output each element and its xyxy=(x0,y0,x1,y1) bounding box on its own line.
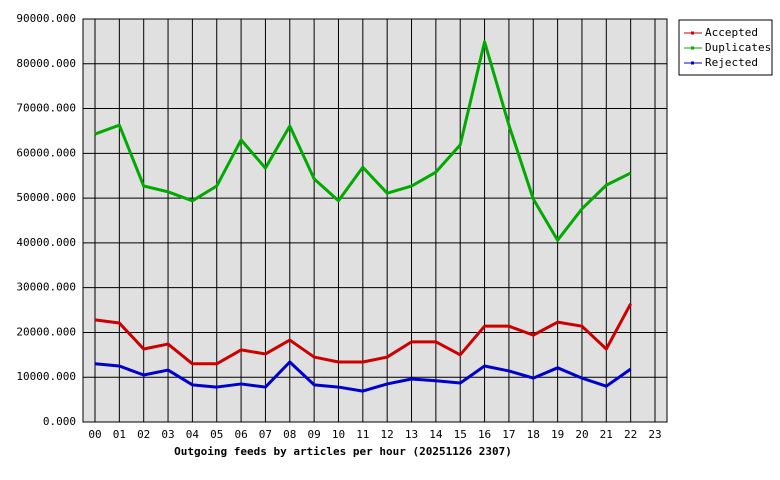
x-tick-label: 20 xyxy=(575,428,588,441)
y-tick-label: 10000.000 xyxy=(16,370,76,383)
x-tick-label: 21 xyxy=(600,428,613,441)
series-line xyxy=(94,303,632,366)
legend-label: Duplicates xyxy=(705,41,771,54)
x-tick-label: 07 xyxy=(259,428,272,441)
x-tick-label: 16 xyxy=(478,428,491,441)
x-tick-label: 09 xyxy=(308,428,321,441)
x-tick-label: 06 xyxy=(234,428,247,441)
x-tick-label: 23 xyxy=(648,428,661,441)
legend-marker xyxy=(691,61,694,65)
x-tick-label: 03 xyxy=(161,428,174,441)
y-tick-label: 80000.000 xyxy=(16,57,76,70)
x-axis-title: Outgoing feeds by articles per hour (202… xyxy=(174,445,512,458)
x-tick-label: 08 xyxy=(283,428,296,441)
x-tick-label: 00 xyxy=(88,428,101,441)
x-tick-label: 10 xyxy=(332,428,345,441)
x-tick-label: 18 xyxy=(527,428,540,441)
x-tick-label: 02 xyxy=(137,428,150,441)
x-tick-label: 11 xyxy=(356,428,369,441)
x-tick-label: 04 xyxy=(186,428,200,441)
y-tick-label: 40000.000 xyxy=(16,236,76,249)
legend-marker xyxy=(691,46,694,50)
x-tick-label: 22 xyxy=(624,428,637,441)
x-tick-label: 12 xyxy=(381,428,394,441)
legend-marker xyxy=(691,31,694,35)
x-tick-label: 01 xyxy=(113,428,126,441)
series-line xyxy=(94,40,632,242)
x-tick-label: 14 xyxy=(429,428,443,441)
y-tick-label: 20000.000 xyxy=(16,325,76,338)
x-tick-label: 13 xyxy=(405,428,418,441)
x-tick-label: 19 xyxy=(551,428,564,441)
legend-label: Accepted xyxy=(705,26,758,39)
y-tick-label: 30000.000 xyxy=(16,281,76,294)
y-tick-label: 0.000 xyxy=(43,415,76,428)
y-tick-label: 70000.000 xyxy=(16,102,76,115)
x-tick-label: 17 xyxy=(502,428,515,441)
x-tick-label: 15 xyxy=(454,428,467,441)
plot-area xyxy=(82,18,668,423)
y-tick-label: 90000.000 xyxy=(16,12,76,25)
series-line xyxy=(94,360,632,393)
x-tick-label: 05 xyxy=(210,428,223,441)
legend-label: Rejected xyxy=(705,56,758,69)
y-tick-label: 60000.000 xyxy=(16,146,76,159)
y-tick-label: 50000.000 xyxy=(16,191,76,204)
